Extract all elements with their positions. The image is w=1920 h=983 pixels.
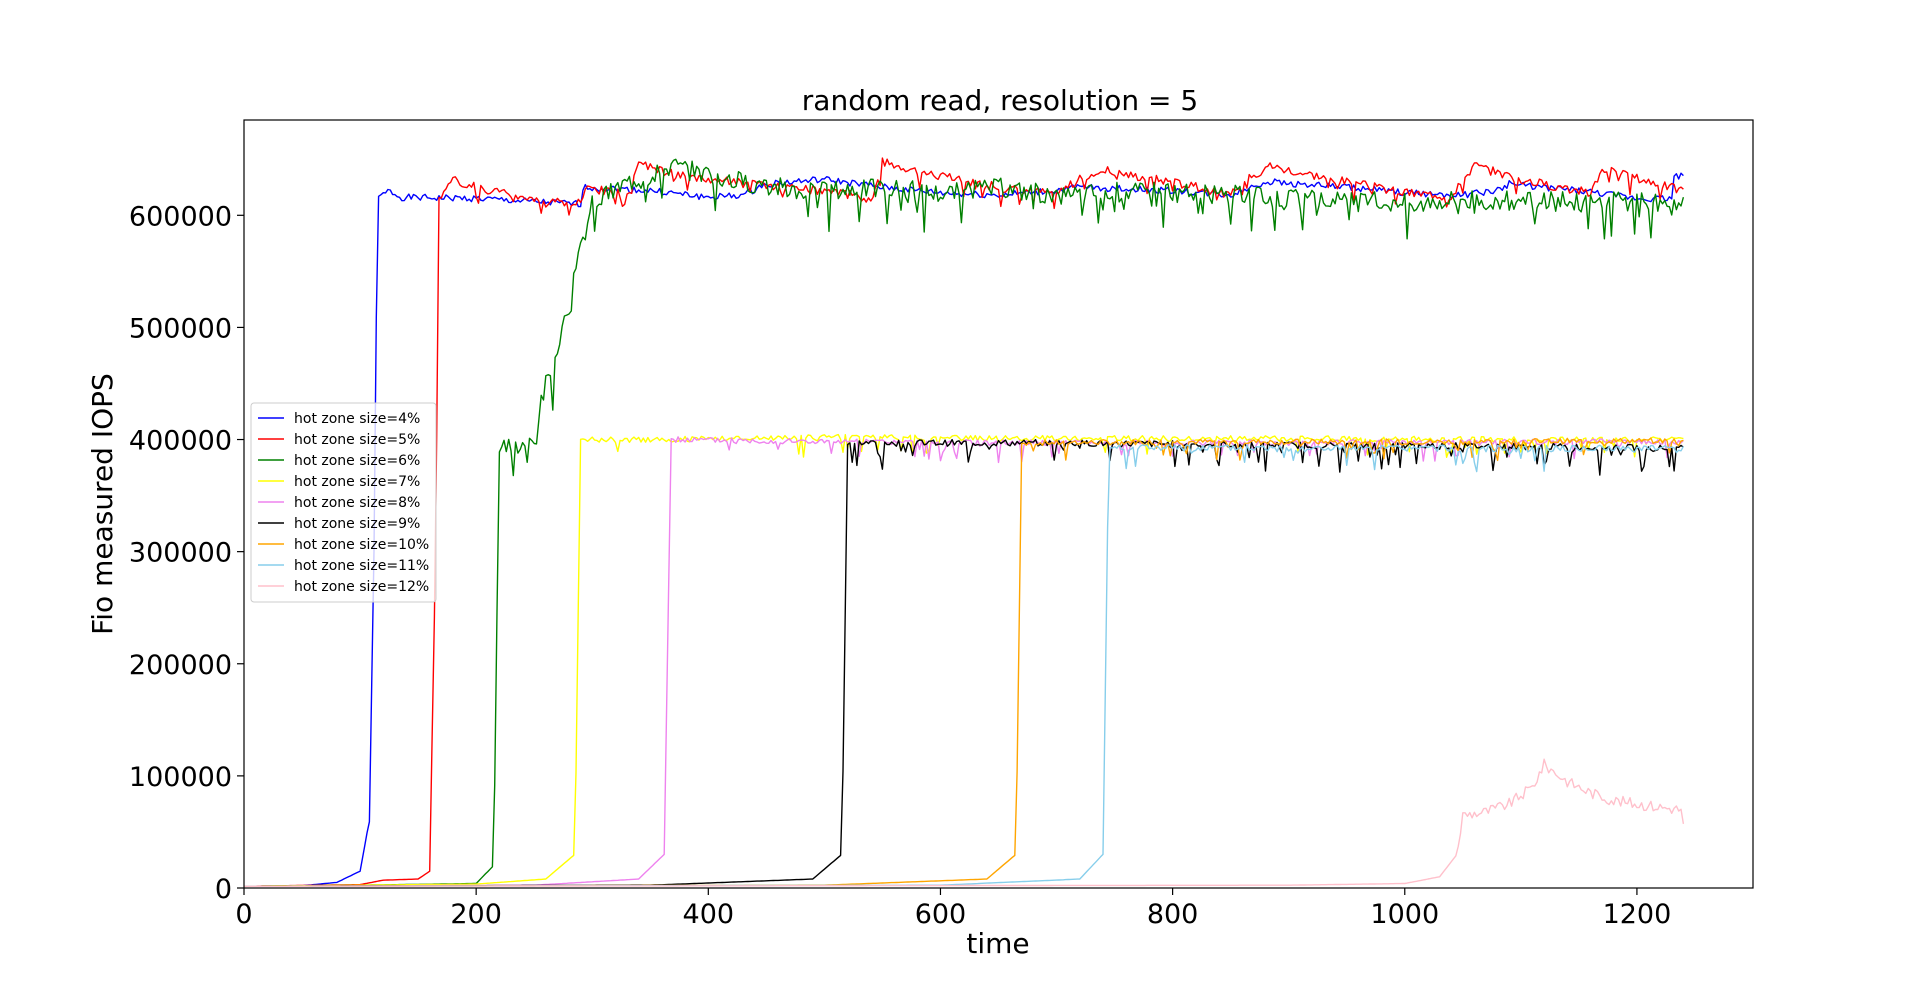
- x-axis-ticks: 0 200 400 600 800 1000 1200: [235, 888, 1671, 930]
- series-line: [244, 158, 1685, 887]
- x-tick-label: 1000: [1370, 899, 1439, 930]
- chart-legend: hot zone size=4% hot zone size=5% hot zone…: [250, 402, 437, 603]
- series-line: [244, 444, 1685, 887]
- y-tick-label: 0: [215, 874, 232, 905]
- x-tick-label: 400: [683, 899, 735, 930]
- y-axis-label: Fio measured IOPS: [86, 373, 119, 635]
- legend-label: hot zone size=9%: [294, 516, 420, 532]
- x-tick-label: 600: [915, 899, 967, 930]
- series-line: [244, 437, 1684, 887]
- series-line: [244, 436, 1684, 887]
- series-line: [244, 438, 1684, 887]
- x-tick-label: 200: [450, 899, 502, 930]
- x-tick-label: 1200: [1603, 899, 1672, 930]
- series-line: [244, 157, 1684, 887]
- y-tick-label: 500000: [129, 313, 232, 344]
- legend-label: hot zone size=4%: [294, 411, 420, 427]
- plot-area-frame: [243, 119, 1754, 889]
- legend-label: hot zone size=8%: [294, 495, 420, 511]
- legend-label: hot zone size=10%: [294, 537, 429, 553]
- y-tick-label: 200000: [129, 650, 232, 681]
- series-line: [244, 172, 1684, 887]
- y-tick-label: 300000: [129, 538, 232, 569]
- legend-box: [250, 402, 437, 603]
- x-tick-label: 800: [1147, 899, 1199, 930]
- y-tick-label: 600000: [129, 201, 232, 232]
- series-line: [244, 758, 1685, 887]
- legend-label: hot zone size=12%: [294, 579, 429, 595]
- y-tick-label: 100000: [129, 762, 232, 793]
- legend-label: hot zone size=11%: [294, 558, 429, 574]
- chart-title: random read, resolution = 5: [802, 84, 1198, 117]
- legend-label: hot zone size=6%: [294, 453, 420, 469]
- x-axis-label: time: [966, 927, 1029, 960]
- x-tick-label: 0: [235, 899, 252, 930]
- series-line: [244, 433, 1684, 887]
- y-axis-ticks: 0 100000 200000 300000 400000 500000 600000: [129, 201, 244, 905]
- y-tick-label: 400000: [129, 426, 232, 457]
- legend-label: hot zone size=5%: [294, 432, 420, 448]
- legend-label: hot zone size=7%: [294, 474, 420, 490]
